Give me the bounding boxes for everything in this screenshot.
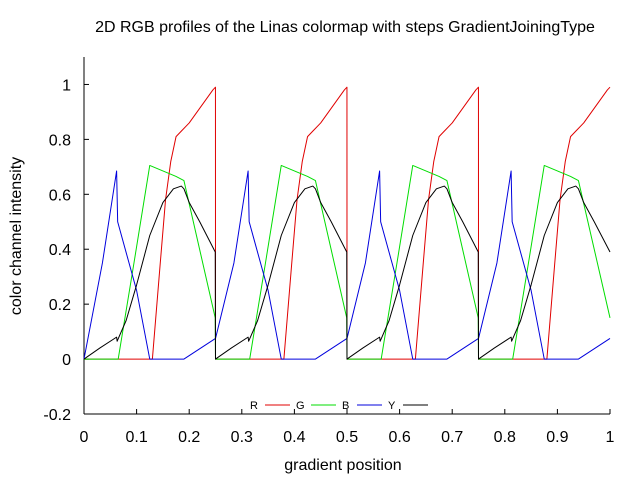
- x-tick-label: 0.8: [494, 429, 516, 446]
- legend-label-g: G: [296, 400, 305, 412]
- y-tick-label: 0.4: [49, 242, 71, 259]
- legend-label-b: B: [342, 400, 349, 412]
- x-tick-label: 0.6: [388, 429, 410, 446]
- x-tick-label: 0.5: [336, 429, 358, 446]
- y-axis-label: color channel intensity: [8, 157, 25, 315]
- x-axis-ticks: 0 0.1 0.2 0.3 0.4 0.5 0.6 0.7 0.8 0.9 1: [80, 409, 615, 446]
- y-tick-label: -0.2: [43, 407, 71, 424]
- y-tick-label: 0.8: [49, 132, 71, 149]
- x-tick-label: 0.4: [283, 429, 305, 446]
- x-tick-label: 0.1: [125, 429, 147, 446]
- x-tick-label: 0.7: [441, 429, 463, 446]
- chart-title: 2D RGB profiles of the Linas colormap wi…: [95, 19, 595, 36]
- x-tick-label: 0.9: [546, 429, 568, 446]
- x-tick-label: 0: [80, 429, 89, 446]
- y-tick-label: 0.2: [49, 297, 71, 314]
- legend-label-r: R: [250, 400, 258, 412]
- series-layer: [83, 86, 611, 360]
- x-tick-label: 0.3: [231, 429, 253, 446]
- x-axis-label: gradient position: [284, 457, 401, 474]
- legend-label-y: Y: [388, 400, 396, 412]
- y-axis-ticks: -0.2 0 0.2 0.4 0.6 0.8 1: [43, 77, 89, 424]
- series-line-r: [84, 86, 611, 360]
- y-tick-label: 0.6: [49, 187, 71, 204]
- y-tick-label: 1: [62, 77, 71, 94]
- y-tick-label: 0: [62, 352, 71, 369]
- x-tick-label: 1: [606, 429, 615, 446]
- series-line-y: [83, 185, 611, 360]
- x-tick-label: 0.2: [178, 429, 200, 446]
